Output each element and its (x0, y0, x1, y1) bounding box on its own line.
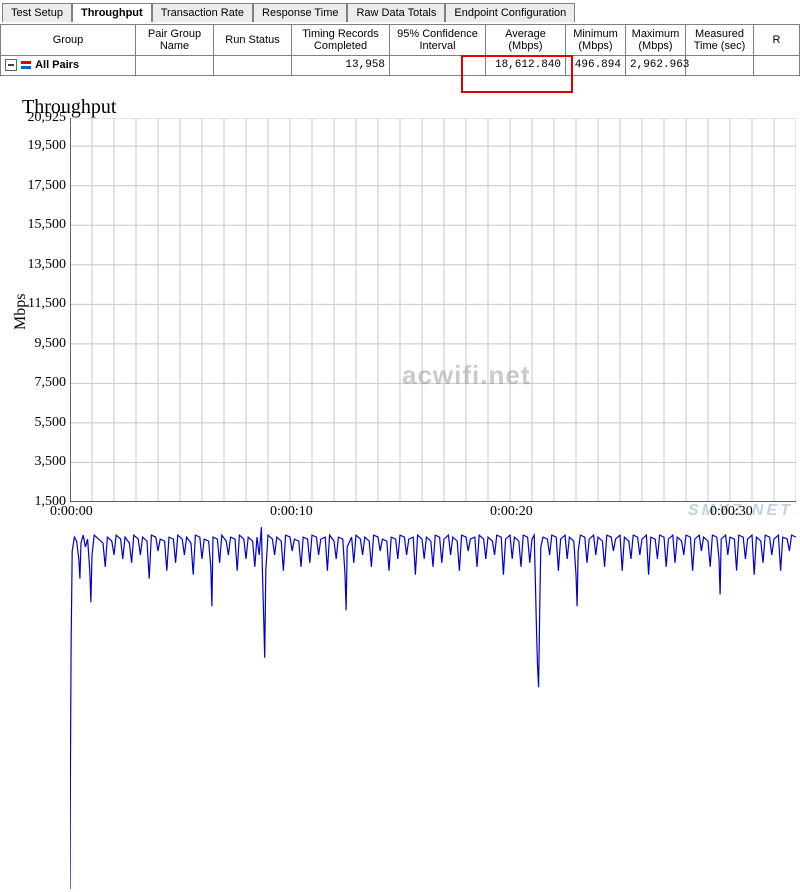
cell-group: All Pairs (1, 55, 136, 75)
x-tick-label: 0:00:10 (270, 504, 313, 520)
cell-avg: 18,612.840 (486, 55, 566, 75)
cell-meas (686, 55, 754, 75)
collapse-icon[interactable] (5, 59, 17, 71)
tab-endpoint-configuration[interactable]: Endpoint Configuration (445, 3, 575, 22)
col-confidence[interactable]: 95% Confidence Interval (390, 25, 486, 55)
cell-min: 496.894 (566, 55, 626, 75)
x-tick-label: 0:00:00 (50, 504, 93, 520)
col-minimum[interactable]: Minimum (Mbps) (566, 25, 626, 55)
table-row[interactable]: All Pairs 13,958 18,612.840 496.894 2,96… (1, 55, 800, 75)
chart-grid (70, 118, 796, 502)
col-maximum[interactable]: Maximum (Mbps) (626, 25, 686, 55)
y-tick-label: 13,500 (28, 257, 67, 273)
tab-response-time[interactable]: Response Time (253, 3, 347, 22)
group-icon (20, 59, 32, 71)
chart-title: Throughput (0, 96, 800, 119)
y-tick-label: 19,500 (28, 138, 67, 154)
cell-conf (390, 55, 486, 75)
tab-throughput[interactable]: Throughput (72, 3, 152, 22)
tab-raw-data-totals[interactable]: Raw Data Totals (347, 3, 445, 22)
y-tick-label: 7,500 (35, 375, 67, 391)
cell-max: 2,962.963 (626, 55, 686, 75)
chart-series (70, 505, 796, 889)
col-measured[interactable]: Measured Time (sec) (686, 25, 754, 55)
x-tick-label: 0:00:20 (490, 504, 533, 520)
y-tick-label: 15,500 (28, 217, 67, 233)
tab-test-setup[interactable]: Test Setup (2, 3, 72, 22)
table-header-row: Group Pair Group Name Run Status Timing … (1, 25, 800, 55)
watermark: acwifi.net (402, 360, 530, 391)
y-tick-label: 3,500 (35, 454, 67, 470)
x-tick-label: 0:00:30 (710, 504, 753, 520)
y-tick-label: 17,500 (28, 178, 67, 194)
cell-pairgroup (136, 55, 214, 75)
results-table: Group Pair Group Name Run Status Timing … (0, 24, 800, 76)
group-label: All Pairs (35, 59, 79, 71)
chart-plot (70, 118, 796, 502)
col-pair-group[interactable]: Pair Group Name (136, 25, 214, 55)
col-extra[interactable]: R (754, 25, 800, 55)
cell-status (214, 55, 292, 75)
y-tick-label: 5,500 (35, 415, 67, 431)
cell-timing: 13,958 (292, 55, 390, 75)
col-average[interactable]: Average (Mbps) (486, 25, 566, 55)
y-tick-label: 11,500 (28, 296, 66, 312)
col-group[interactable]: Group (1, 25, 136, 55)
col-run-status[interactable]: Run Status (214, 25, 292, 55)
tab-transaction-rate[interactable]: Transaction Rate (152, 3, 253, 22)
cell-extra (754, 55, 800, 75)
tab-bar: Test SetupThroughputTransaction RateResp… (0, 0, 800, 22)
col-timing[interactable]: Timing Records Completed (292, 25, 390, 55)
y-tick-label: 20,925 (28, 110, 67, 126)
y-tick-label: 9,500 (35, 336, 67, 352)
